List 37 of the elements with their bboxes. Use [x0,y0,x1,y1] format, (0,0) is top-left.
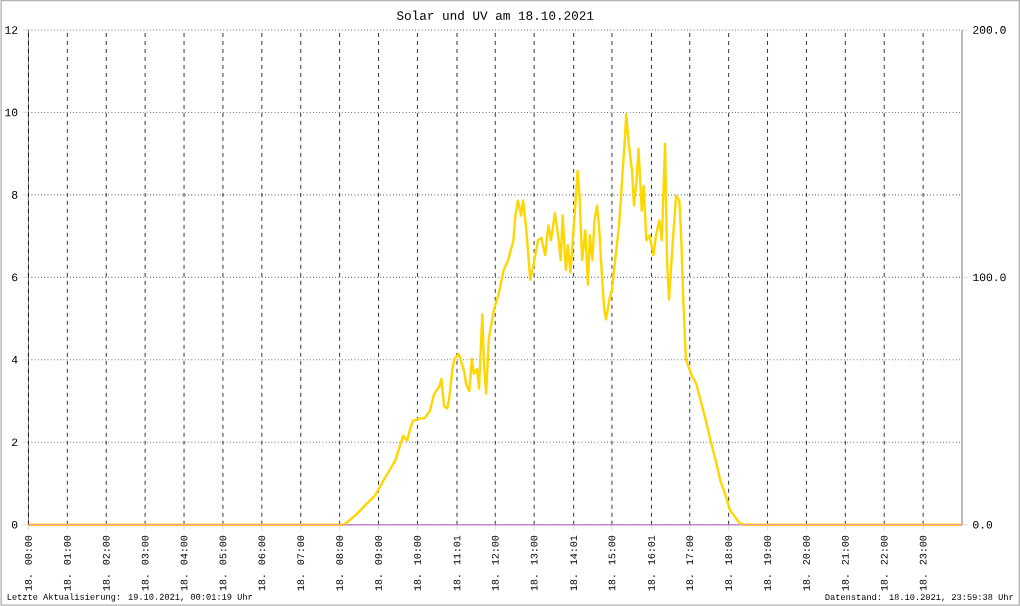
y2-tick-label: 0.0 [973,521,993,529]
x-tick-label: 18. 15:00 [608,535,616,591]
y2-tick-label: 100.0 [973,273,1006,282]
x-tick-label: 18. 03:00 [141,535,149,591]
y-tick-label: 4 [11,356,18,364]
text: Datenstand: 18.10.2021, 23:59:38 Uhr [825,593,1013,602]
x-tick-label: 18. 12:00 [491,535,499,591]
x-tick-label: 18. 00:00 [25,535,32,591]
y-tick-label: 0 [11,521,18,529]
x-tick-label: 18. 05:00 [219,535,227,591]
x-tick-label: 18. 19:00 [764,535,771,591]
text: Letzte Aktualisierung: 19.10.2021, 00:01:19 Uhr [7,593,252,602]
x-tick-label: 18. 06:00 [258,535,266,591]
y-tick-label: 2 [12,438,18,447]
x-tick-label: 18. 23:00 [919,535,927,591]
y-tick-label: 12 [5,26,18,34]
x-tick-label: 18. 18:00 [725,535,733,591]
x-tick-label: 18. 09:00 [375,535,382,591]
x-tick-label: 18. 17:00 [686,535,694,591]
y2-tick-label: 200.0 [973,26,1006,34]
x-tick-label: 18. 02:00 [102,535,110,591]
x-tick-label: 18. 07:00 [297,535,305,591]
x-tick-label: 18. 04:00 [180,535,188,591]
x-tick-label: 18. 21:00 [841,535,849,591]
x-tick-label: 18. 20:00 [803,535,810,591]
y-tick-label: 6 [12,273,18,282]
x-tick-label: 18. 16:01 [648,535,655,591]
x-tick-label: 18. 13:00 [530,535,538,591]
y-tick-label: 8 [11,191,18,199]
x-tick-label: 18. 01:00 [63,535,71,591]
x-tick-label: 18. 22:00 [880,535,888,591]
y-tick-label: 10 [5,108,18,117]
x-tick-label: 18. 10:00 [414,535,421,591]
x-tick-label: 18. 11:01 [453,535,461,591]
x-tick-label: 18. 14:01 [570,535,578,591]
x-tick-label: 18. 08:00 [336,535,344,591]
chart-title: Solar und UV am 18.10.2021 [396,10,594,21]
